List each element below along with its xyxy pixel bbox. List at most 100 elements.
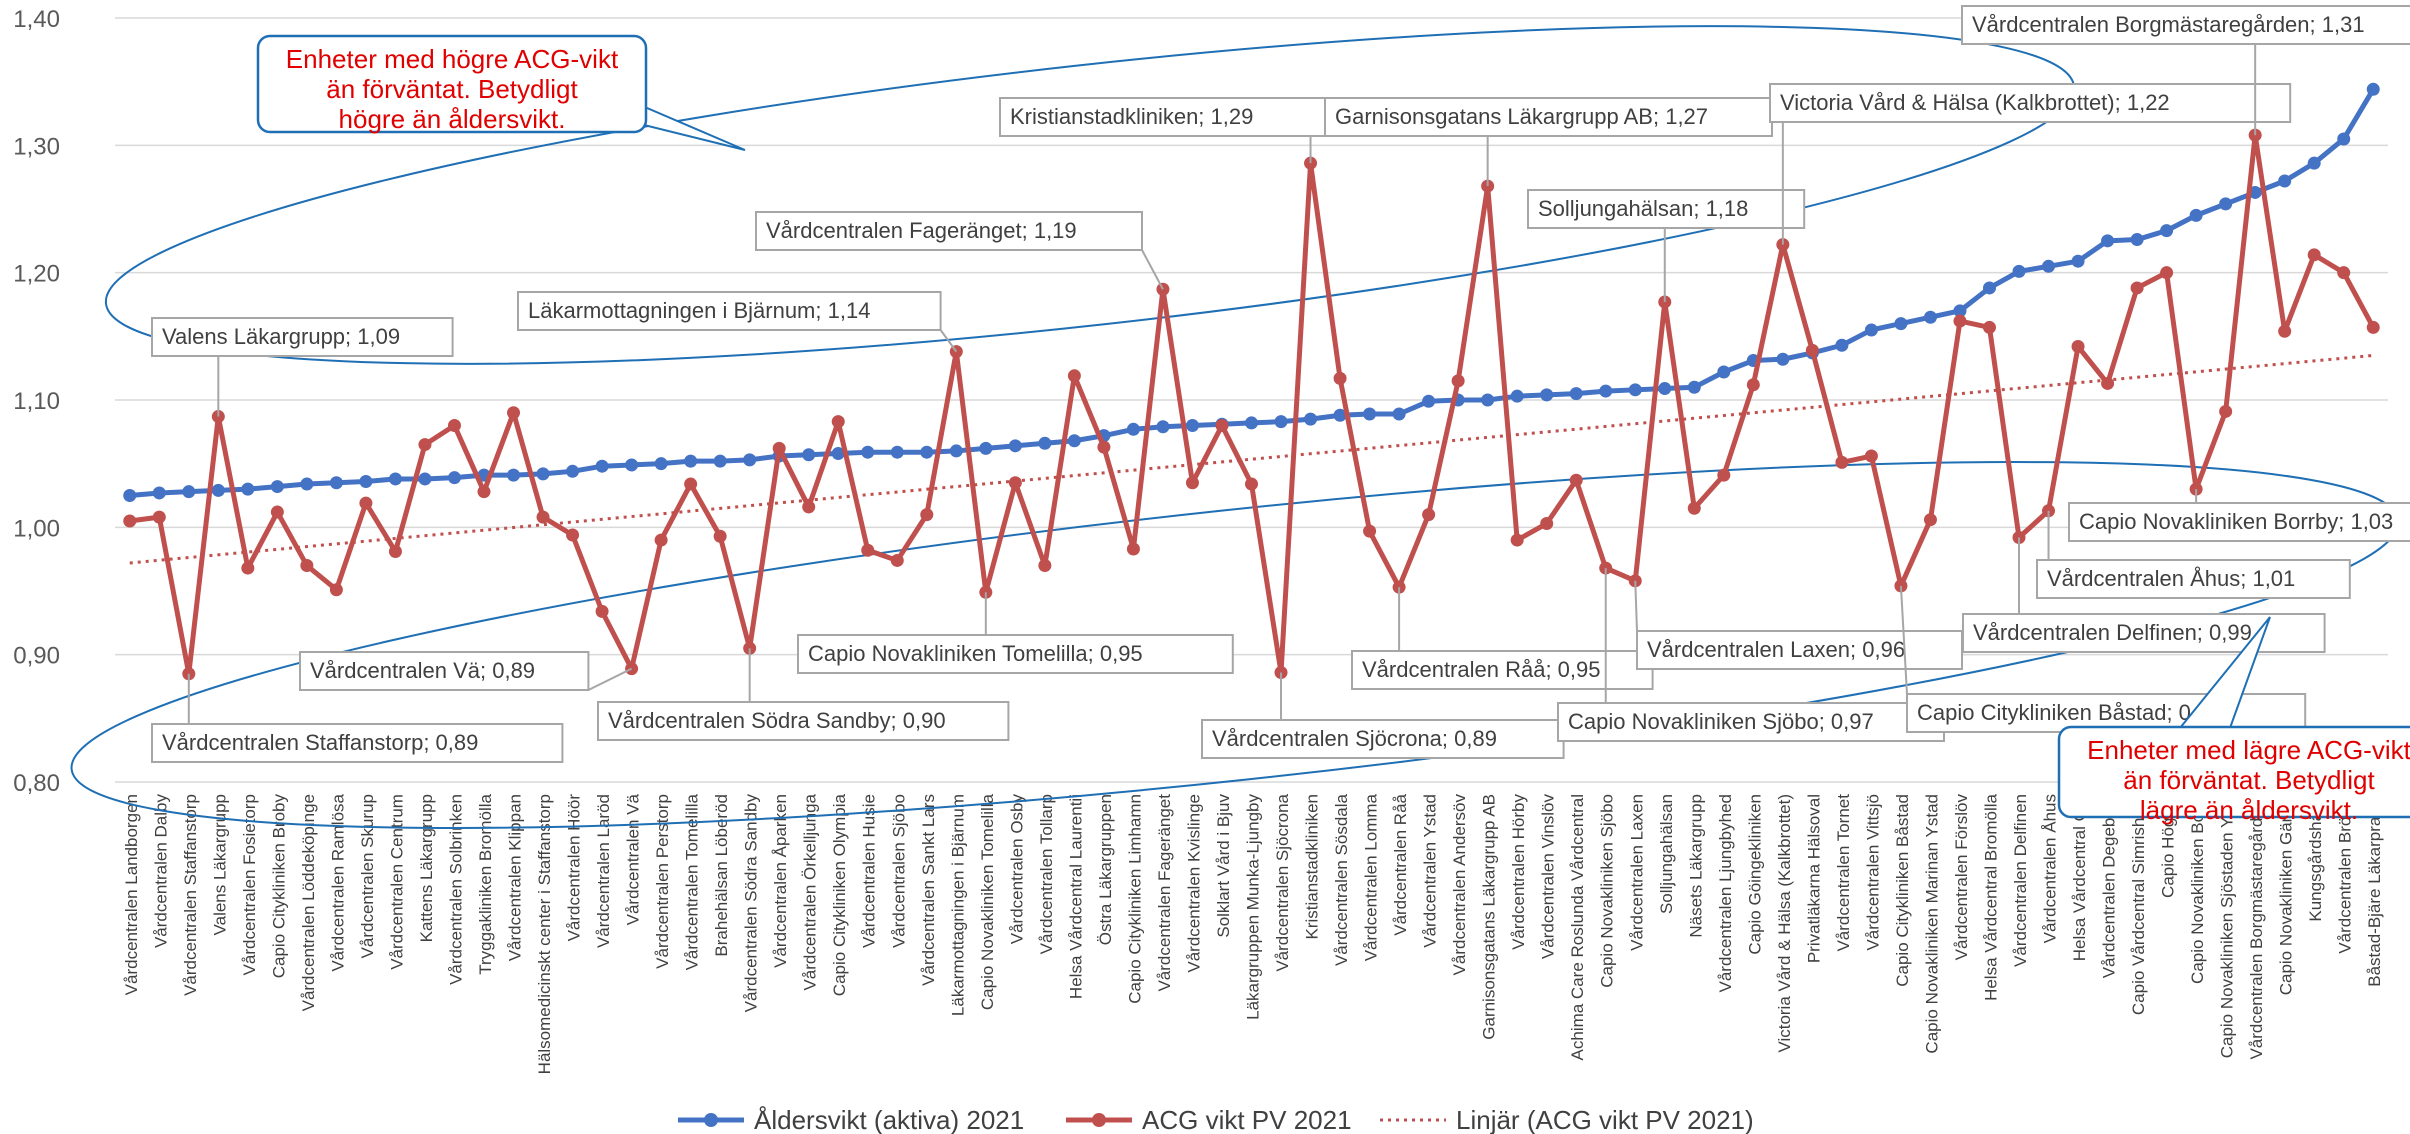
acg-weight-point [241, 561, 255, 575]
age-weight-point [2130, 233, 2144, 247]
x-tick-label: Valens Läkargrupp [210, 794, 229, 935]
age-weight-point [2101, 234, 2115, 248]
age-weight-point [2366, 82, 2380, 96]
acg-weight-point [1185, 476, 1199, 490]
age-weight-point [2248, 185, 2262, 199]
age-weight-point [1363, 407, 1377, 421]
x-tick-label: Vårdcentralen Kvislinge [1184, 794, 1203, 973]
age-weight-point [536, 467, 550, 481]
age-weight-point [241, 482, 255, 496]
acg-weight-point [1245, 477, 1258, 491]
age-weight-point [743, 453, 757, 467]
age-weight-point [1067, 434, 1081, 448]
upper-callout-text: Enheter med högre ACG-vikt än förväntat. … [286, 44, 619, 134]
age-weight-point [1126, 422, 1140, 436]
age-weight-point [1038, 436, 1052, 450]
age-weight-point [1717, 365, 1731, 379]
x-tick-label: Vårdcentralen Fageränget [1155, 794, 1174, 992]
age-weight-point [1923, 310, 1937, 324]
x-tick-label: Vårdcentralen Löddeköpinge [299, 794, 318, 1011]
x-tick-label: Capio Citykliniken Båstad [1893, 794, 1912, 987]
x-tick-label: Vårdcentralen Laröd [594, 794, 613, 948]
y-tick-label: 1,10 [13, 388, 60, 415]
acg-weight-point [1923, 513, 1937, 527]
x-tick-label: Vårdcentralen Delfinen [2011, 794, 2030, 967]
x-tick-label: Vårdcentralen Ystad [1421, 794, 1440, 948]
x-tick-label: Privatläkarna Hälsoval [1804, 794, 1823, 963]
data-label-box [2036, 559, 2351, 599]
age-weight-point [418, 472, 432, 486]
age-weight-point [861, 445, 875, 459]
data-label-box [1769, 83, 2292, 123]
age-weight-point [1333, 408, 1347, 422]
age-weight-point [1540, 388, 1554, 402]
y-tick-label: 0,80 [13, 770, 60, 797]
age-weight-point [566, 464, 580, 478]
x-tick-label: Vårdcentralen Andersöv [1450, 794, 1469, 976]
upper-callout-text-line: Enheter med högre ACG-vikt [286, 44, 619, 74]
x-tick-label: Kungsgårdshäl... [2306, 794, 2325, 922]
x-tick-label: Läkargruppen Munka-Ljungby [1244, 794, 1263, 1020]
acg-weight-point [684, 477, 698, 491]
acg-weight-point [2071, 340, 2085, 354]
age-weight-point [1776, 352, 1790, 366]
age-weight-point [2189, 208, 2203, 222]
age-weight-point [979, 441, 993, 455]
acg-weight-point [802, 500, 816, 514]
data-label-box [1636, 630, 1963, 670]
acg-weight-point [270, 505, 284, 519]
data-label: Vårdcentralen Sjöcrona; 0,89 [1212, 726, 1497, 751]
age-weight-point [2307, 156, 2321, 170]
age-weight-point [1510, 389, 1524, 403]
legend-swatch-marker [704, 1113, 718, 1127]
data-label-box [2068, 502, 2410, 542]
age-weight-point [1008, 439, 1022, 453]
acg-weight-point [1982, 320, 1996, 334]
acg-weight-point [654, 533, 668, 547]
age-weight-point [1864, 323, 1878, 337]
data-label: Kristianstadkliniken; 1,29 [1010, 104, 1253, 129]
x-tick-label: Vårdcentralen Staffanstorp [181, 794, 200, 996]
data-label-box [1527, 189, 1806, 229]
trend-line [129, 353, 2374, 565]
age-weight-point [1274, 415, 1288, 429]
acg-weight-point [1422, 508, 1436, 522]
age-weight-line [129, 88, 2376, 498]
data-label-box [1201, 719, 1565, 759]
x-tick-label: Vårdcentralen Borgmästaregårde... [2247, 794, 2266, 1060]
y-tick-label: 1,30 [13, 133, 60, 160]
x-tick-label: Vårdcentralen Förslöv [1952, 794, 1971, 961]
data-label: Valens Läkargrupp; 1,09 [162, 324, 400, 349]
acg-weight-point [1097, 440, 1111, 454]
age-weight-point [890, 445, 904, 459]
callouts: Enheter med högre ACG-vikt än förväntat. … [256, 34, 2410, 825]
acg-weight-point [1569, 473, 1583, 487]
x-tick-label: Vårdcentralen Solbrinken [446, 794, 465, 985]
data-label: Vårdcentralen Fageränget; 1,19 [766, 218, 1077, 243]
age-weight-point [211, 483, 225, 497]
x-tick-label: Helsa Vårdcentral Laurentii [1066, 794, 1085, 999]
acg-weight-point [1215, 418, 1229, 432]
acg-weight-point [861, 543, 875, 557]
acg-weight-point [329, 583, 343, 597]
x-tick-label: Capio Höga... [2159, 794, 2178, 898]
x-tick-label: Båstad-Bjäre Läkarprak... [2365, 794, 2384, 987]
acg-weight-point [388, 545, 402, 559]
age-weight-point [270, 480, 284, 494]
x-tick-label: Hälsomedicinskt center i Staffanstorp [535, 794, 554, 1074]
x-tick-label: Capio Citykliniken Limhamn [1125, 794, 1144, 1004]
x-tick-label: Kristianstadkliniken [1303, 794, 1322, 940]
x-tick-label: Vårdcentralen Åhus [2041, 794, 2060, 943]
acg-weight-point [1717, 468, 1731, 482]
lower-callout-text-line: lägre än åldersvikt. [2140, 795, 2358, 825]
age-weight-point [654, 457, 668, 471]
acg-weight-point [2160, 266, 2174, 280]
acg-weight-point [831, 415, 845, 429]
y-tick-label: 0,90 [13, 643, 60, 670]
data-label-leader [1899, 585, 1908, 695]
x-tick-label: Helsa Vårdcentral O... [2070, 794, 2089, 961]
x-tick-label: Vårdcentralen Klippan [506, 794, 525, 961]
y-tick-label: 1,20 [13, 261, 60, 288]
age-weight-point [182, 485, 196, 499]
age-weight-point [595, 459, 609, 473]
